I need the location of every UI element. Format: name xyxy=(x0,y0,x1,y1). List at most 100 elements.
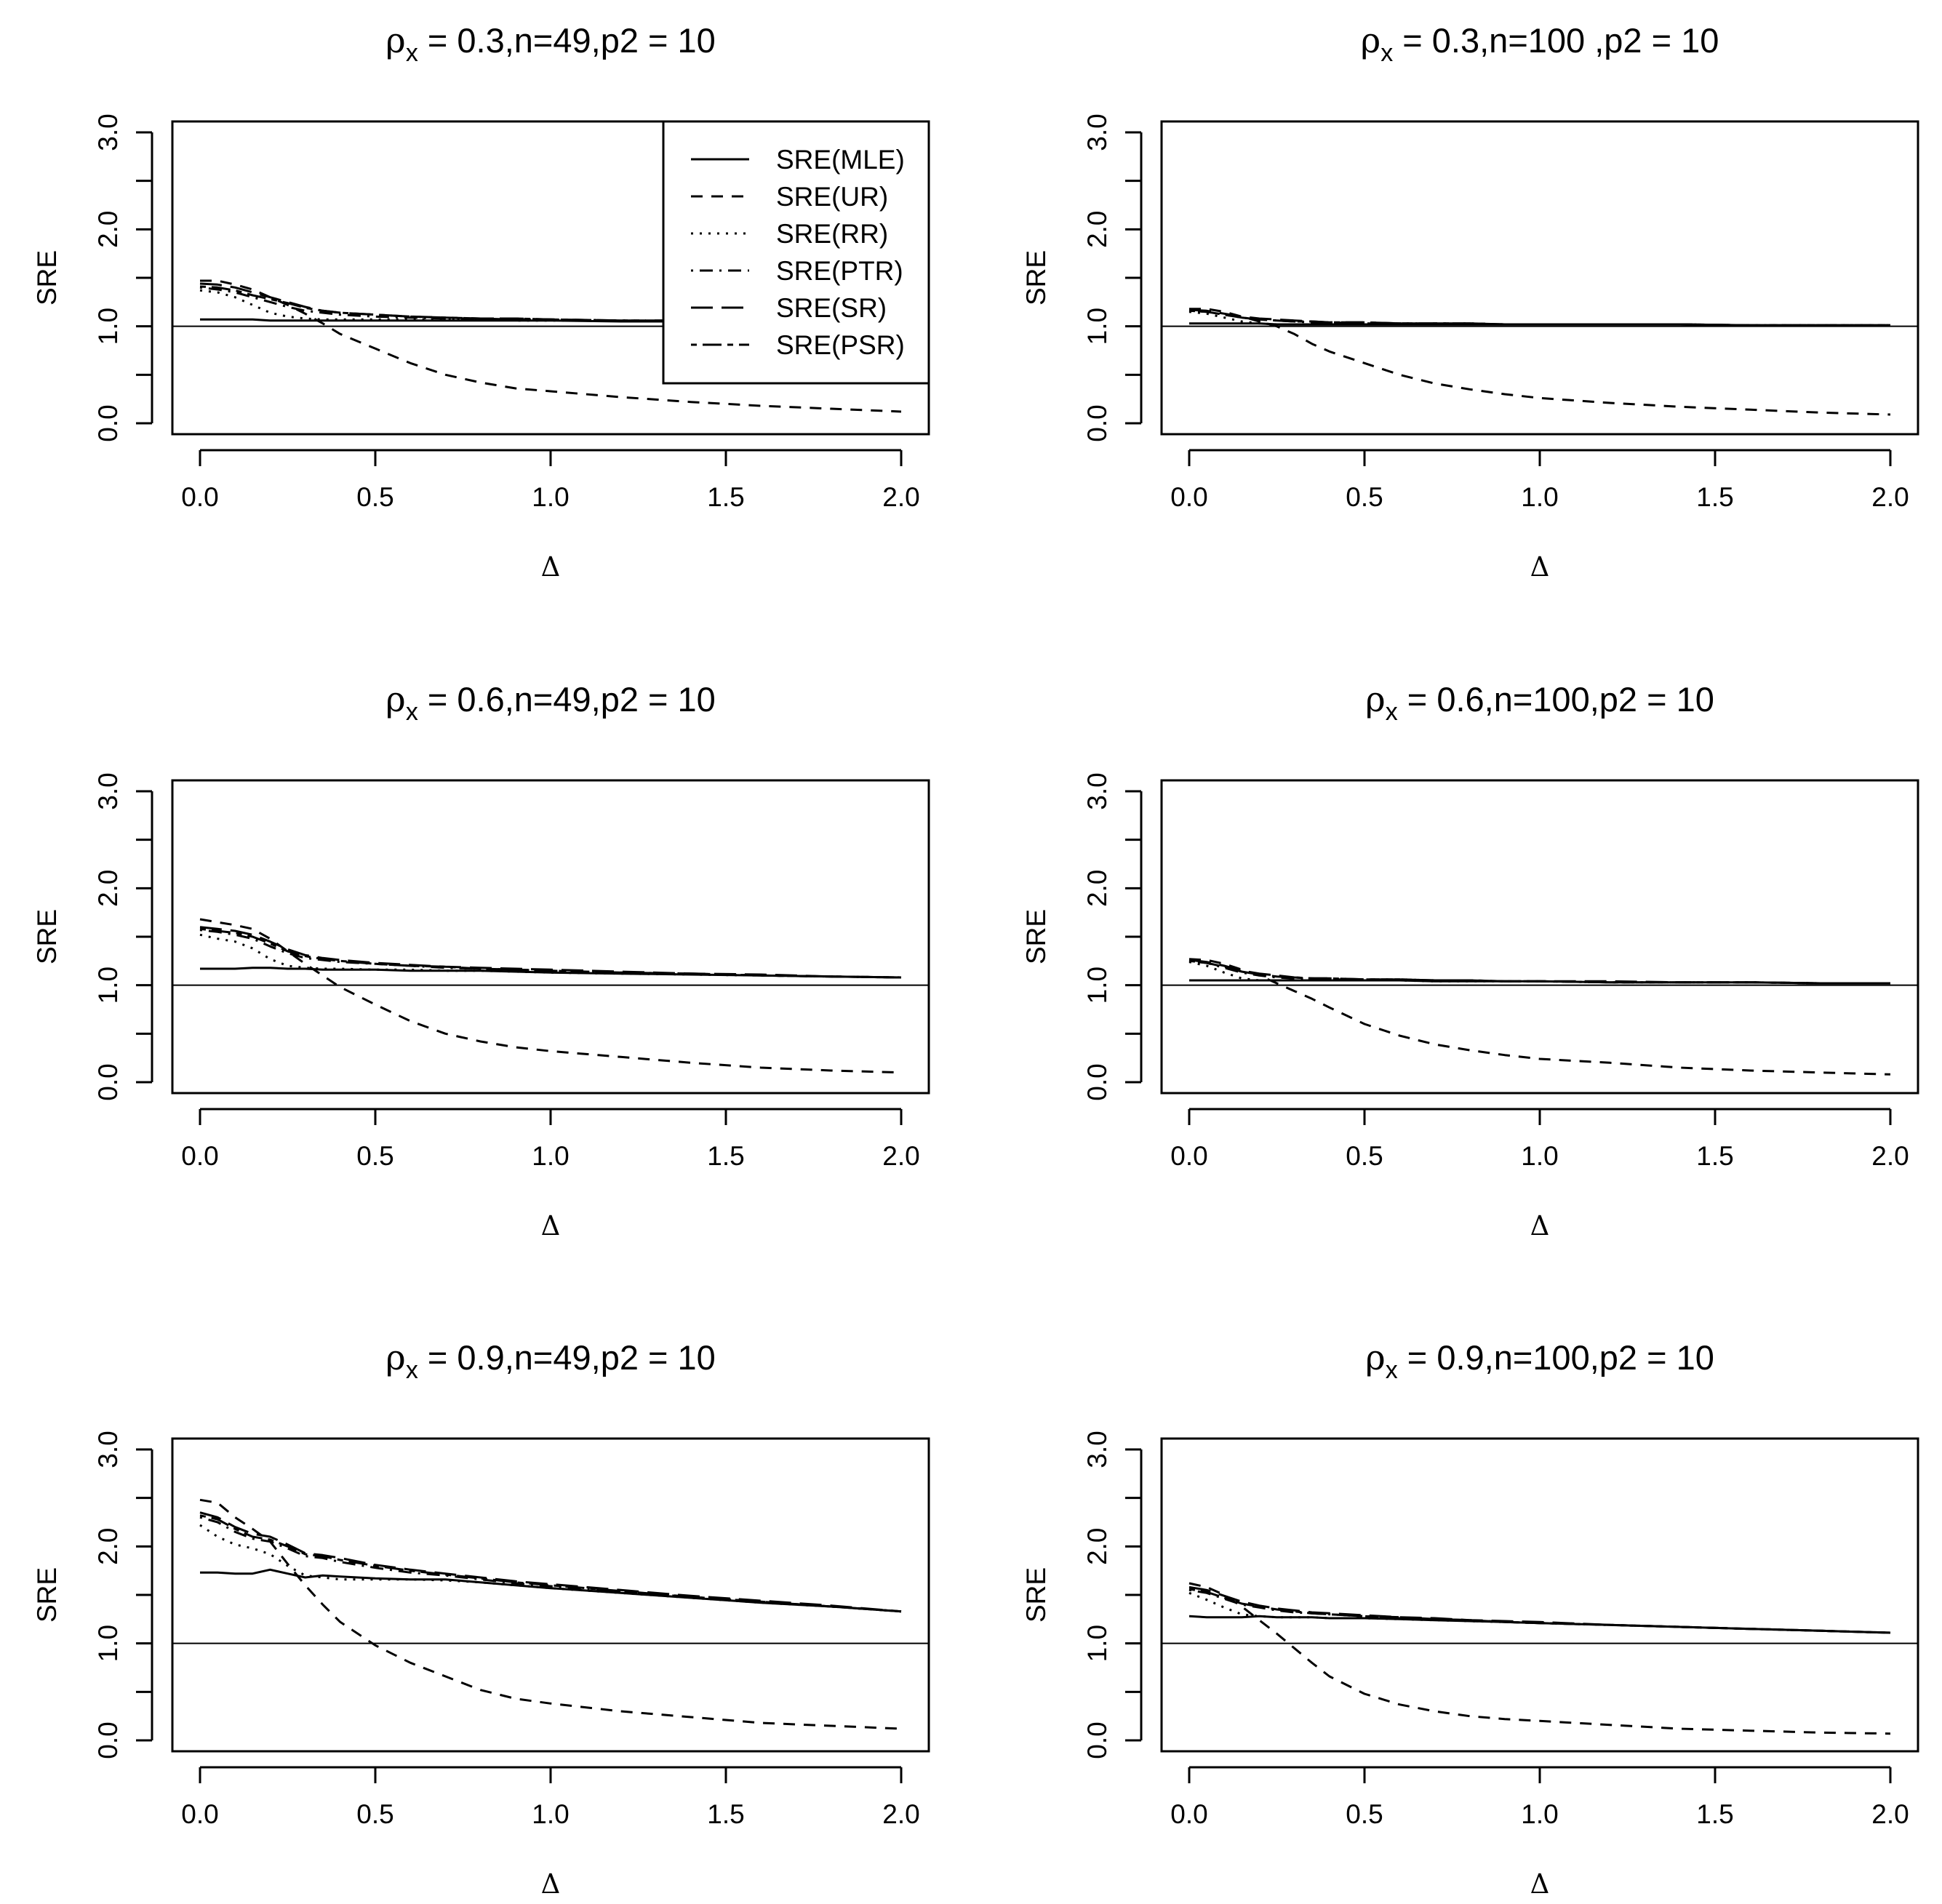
legend-box xyxy=(662,120,930,385)
title-subscript: x xyxy=(406,39,418,67)
y-tick-label: 1.0 xyxy=(1082,967,1112,1004)
title-rho: ρ xyxy=(1365,1338,1386,1378)
x-tick-label: 2.0 xyxy=(1871,1799,1909,1829)
series-sre-psr xyxy=(199,1514,902,1613)
panel-1: ρx = 0.3,n=49,p2 = 10 0.0 0.5 1.0 1.5 2.0 0.0 1… xyxy=(32,21,930,583)
x-tick-label: 1.5 xyxy=(1696,482,1733,512)
legend-label: SRE(PTR) xyxy=(776,256,903,286)
x-axis-label: Δ xyxy=(541,1868,561,1900)
series-sre-ur xyxy=(200,279,902,413)
legend-label: SRE(PSR) xyxy=(776,330,905,360)
x-tick-label: 1.5 xyxy=(1696,1799,1733,1829)
y-tick-label: 3.0 xyxy=(93,1431,123,1468)
x-tick-label: 0.5 xyxy=(1346,1799,1383,1829)
panel-title: ρx = 0.9,n=100,p2 = 10 xyxy=(1365,1338,1714,1384)
x-tick-label: 2.0 xyxy=(882,1799,919,1829)
y-axis-label: SRE xyxy=(32,909,62,964)
y-tick-label: 2.0 xyxy=(93,211,123,248)
x-tick-label: 0.5 xyxy=(356,1799,393,1829)
y-tick-label: 1.0 xyxy=(1082,1625,1112,1662)
x-tick-label: 1.0 xyxy=(1521,1799,1558,1829)
x-tick-label: 1.5 xyxy=(707,1799,744,1829)
y-axis-label: SRE xyxy=(1021,909,1051,964)
plot-frame xyxy=(1160,120,1919,436)
series-sre-rr xyxy=(1188,1591,1891,1634)
x-tick-label: 2.0 xyxy=(1871,1141,1909,1171)
panel-6: ρx = 0.9,n=100,p2 = 10 0.0 0.5 1.0 1.5 2.0 0.0… xyxy=(1021,1338,1919,1900)
series-sre-ur xyxy=(1189,308,1891,416)
x-axis-label: Δ xyxy=(541,551,561,583)
x-tick-label: 0.0 xyxy=(1170,1141,1207,1171)
series-sre-rr xyxy=(199,1524,902,1613)
title-rest: = 0.6,n=49,p2 = 10 xyxy=(418,680,716,719)
panel-2: ρx = 0.3,n=100 ,p2 = 10 0.0 0.5 1.0 1.5 2.0 0.… xyxy=(1021,21,1919,583)
y-tick-label: 2.0 xyxy=(1082,870,1112,907)
y-tick-label: 2.0 xyxy=(1082,211,1112,248)
legend: SRE(MLE) SRE(UR) SRE(RR) SRE(PTR) SRE(SR) SRE… xyxy=(662,120,930,385)
y-tick-label: 0.0 xyxy=(1082,1063,1112,1100)
x-tick-label: 2.0 xyxy=(882,1141,919,1171)
title-rest: = 0.6,n=100,p2 = 10 xyxy=(1398,680,1714,719)
series-sre-ur xyxy=(199,918,902,1074)
panel-title: ρx = 0.3,n=49,p2 = 10 xyxy=(385,21,716,67)
y-tick-label: 0.0 xyxy=(93,1063,123,1100)
x-tick-label: 2.0 xyxy=(882,482,919,512)
x-tick-label: 1.0 xyxy=(1521,1141,1558,1171)
x-axis-label: Δ xyxy=(1530,1868,1550,1900)
title-subscript: x xyxy=(406,698,418,726)
y-axis-label: SRE xyxy=(1021,1567,1051,1623)
y-tick-label: 0.0 xyxy=(1082,1721,1112,1759)
x-axis-label: Δ xyxy=(1530,551,1550,583)
title-subscript: x xyxy=(1386,698,1398,726)
x-tick-label: 0.5 xyxy=(1346,1141,1383,1171)
x-tick-label: 1.5 xyxy=(707,482,744,512)
title-rho: ρ xyxy=(1361,21,1381,61)
title-rho: ρ xyxy=(385,1338,406,1378)
panel-5: ρx = 0.9,n=49,p2 = 10 0.0 0.5 1.0 1.5 2.0 0.0 1… xyxy=(32,1338,930,1900)
series-sre-psr xyxy=(1188,1588,1891,1634)
panel-4: ρx = 0.6,n=100,p2 = 10 0.0 0.5 1.0 1.5 2.0 0.0… xyxy=(1021,680,1919,1241)
y-tick-label: 3.0 xyxy=(1082,1431,1112,1468)
x-tick-label: 1.0 xyxy=(1521,482,1558,512)
x-tick-label: 0.5 xyxy=(356,1141,393,1171)
x-tick-label: 0.0 xyxy=(181,1799,218,1829)
plot-frame xyxy=(1160,779,1919,1095)
x-axis-label: Δ xyxy=(541,1210,561,1241)
x-tick-label: 0.0 xyxy=(1170,1799,1207,1829)
panel-title: ρx = 0.3,n=100 ,p2 = 10 xyxy=(1361,21,1719,67)
y-tick-label: 3.0 xyxy=(1082,113,1112,151)
series-sre-ptr xyxy=(1188,309,1890,327)
series-sre-psr xyxy=(1188,309,1890,327)
series-sre-sr xyxy=(199,1511,902,1613)
series-sre-ur xyxy=(199,1498,902,1730)
title-subscript: x xyxy=(1380,39,1393,67)
legend-label: SRE(RR) xyxy=(776,219,888,249)
y-axis-label: SRE xyxy=(32,1567,62,1623)
y-tick-label: 0.0 xyxy=(93,1721,123,1759)
series-sre-ptr xyxy=(199,1516,902,1613)
title-rest: = 0.9,n=49,p2 = 10 xyxy=(418,1338,716,1377)
y-tick-label: 2.0 xyxy=(93,870,123,907)
series-sre-ur xyxy=(1188,958,1891,1076)
y-tick-label: 0.0 xyxy=(1082,404,1112,441)
x-axis-label: Δ xyxy=(1530,1210,1550,1241)
legend-label: SRE(MLE) xyxy=(776,145,905,175)
panel-3: ρx = 0.6,n=49,p2 = 10 0.0 0.5 1.0 1.5 2.0 0.0 1… xyxy=(32,680,930,1241)
x-tick-label: 0.5 xyxy=(356,482,393,512)
series-sre-psr xyxy=(199,285,902,324)
series-sre-ptr xyxy=(199,929,902,979)
title-subscript: x xyxy=(406,1356,418,1384)
panel-title: ρx = 0.6,n=100,p2 = 10 xyxy=(1365,680,1714,726)
x-tick-label: 1.5 xyxy=(707,1141,744,1171)
title-rho: ρ xyxy=(385,21,406,61)
series-sre-sr xyxy=(1188,1585,1891,1634)
panel-title: ρx = 0.6,n=49,p2 = 10 xyxy=(385,680,716,726)
plot-frame xyxy=(1160,1437,1919,1753)
x-tick-label: 0.0 xyxy=(181,482,218,512)
series-sre-mle xyxy=(1188,1615,1891,1634)
x-tick-label: 1.0 xyxy=(532,1141,569,1171)
y-tick-label: 2.0 xyxy=(1082,1528,1112,1565)
y-tick-label: 1.0 xyxy=(93,1625,123,1662)
y-tick-label: 3.0 xyxy=(1082,772,1112,809)
